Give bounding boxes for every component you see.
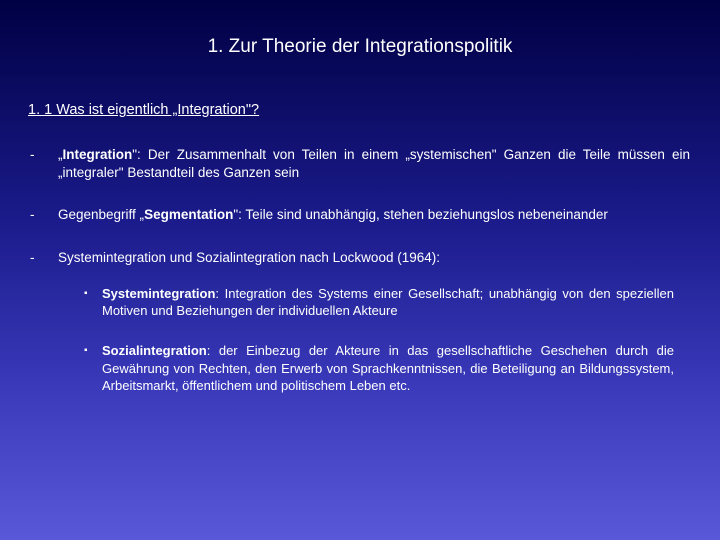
bullet-text: „Integration": Der Zusammenhalt von Teil… — [58, 146, 690, 182]
bullet-text: Systemintegration und Sozialintegration … — [58, 249, 690, 267]
main-bullet-list: - „Integration": Der Zusammenhalt von Te… — [0, 146, 720, 267]
bullet-text: Sozialintegration: der Einbezug der Akte… — [102, 342, 674, 395]
bullet-marker: - — [30, 249, 58, 267]
list-item: - Gegenbegriff „Segmentation": Teile sin… — [30, 206, 690, 224]
square-bullet-icon: ▪ — [84, 285, 102, 320]
bullet-text: Systemintegration: Integration des Syste… — [102, 285, 674, 320]
list-item: ▪ Sozialintegration: der Einbezug der Ak… — [84, 342, 674, 395]
slide-title: 1. Zur Theorie der Integrationspolitik — [0, 0, 720, 102]
square-bullet-icon: ▪ — [84, 342, 102, 395]
bullet-marker: - — [30, 206, 58, 224]
bullet-text: Gegenbegriff „Segmentation": Teile sind … — [58, 206, 690, 224]
bullet-marker: - — [30, 146, 58, 182]
section-subtitle: 1. 1 Was ist eigentlich „Integration"? — [0, 102, 720, 146]
sub-bullet-list: ▪ Systemintegration: Integration des Sys… — [0, 285, 720, 395]
list-item: ▪ Systemintegration: Integration des Sys… — [84, 285, 674, 320]
list-item: - Systemintegration und Sozialintegratio… — [30, 249, 690, 267]
list-item: - „Integration": Der Zusammenhalt von Te… — [30, 146, 690, 182]
